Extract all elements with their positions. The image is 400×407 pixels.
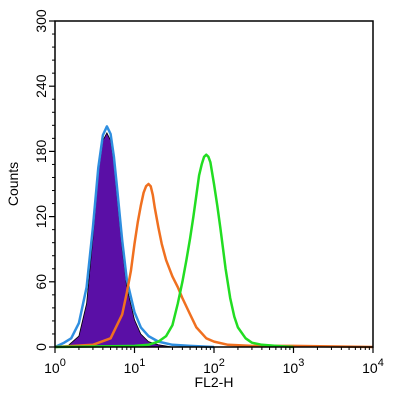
y-axis-title: Counts [5,162,21,206]
y-tick-label: 60 [33,274,49,290]
x-axis-title: FL2-H [195,374,234,390]
y-tick-label: 240 [33,74,49,98]
y-tick-label: 180 [33,140,49,164]
series-3-line [54,153,294,349]
x-tick-label: 103 [283,357,305,376]
x-tick-label: 100 [44,357,66,376]
y-tick-label: 120 [33,205,49,229]
series-2-line [54,182,374,349]
y-tick-label: 300 [33,9,49,33]
x-tick-label: 104 [362,357,384,376]
series-layer [54,125,374,349]
x-tick-label: 101 [124,357,146,376]
y-tick-label: 0 [33,343,49,351]
series-1-line [54,125,215,349]
